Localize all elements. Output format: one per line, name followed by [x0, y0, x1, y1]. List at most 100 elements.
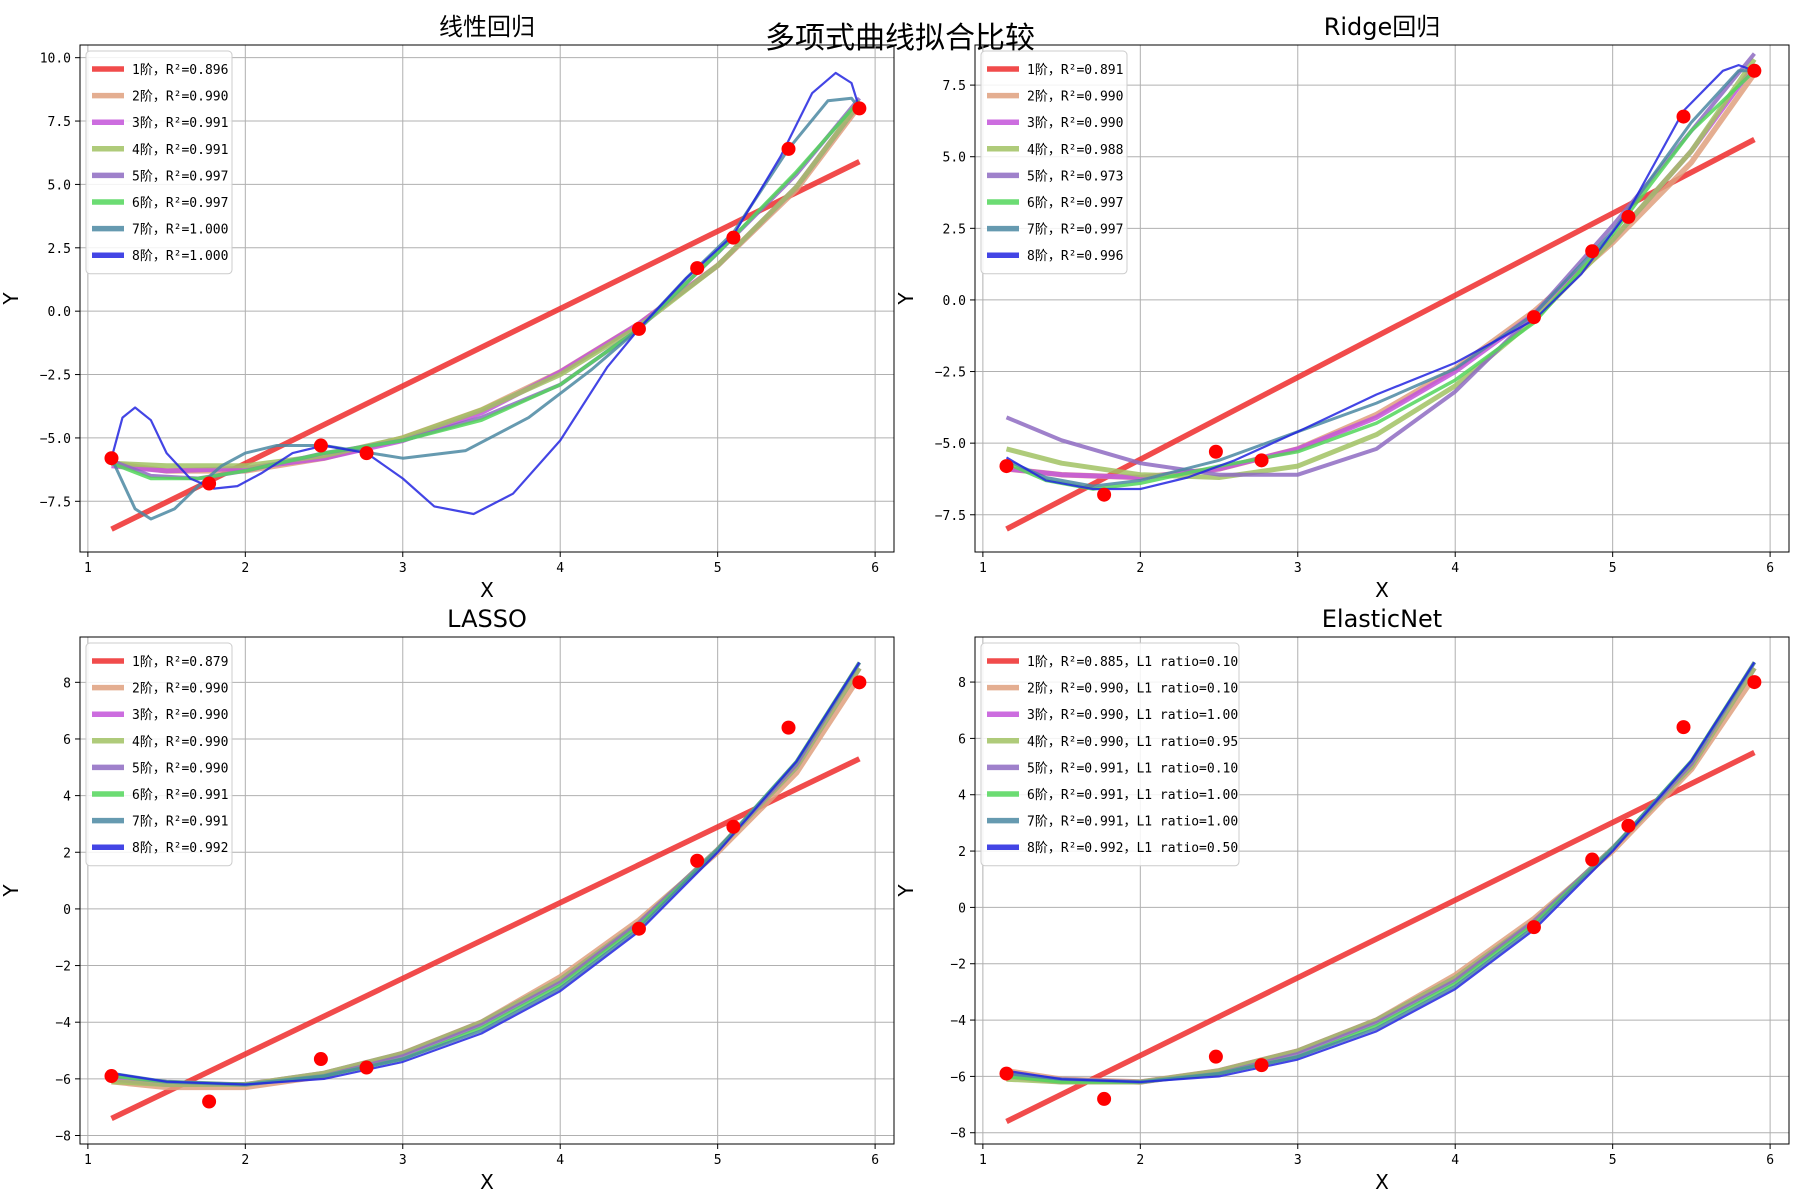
legend-box [85, 50, 233, 275]
subplot-title: LASSO [447, 605, 527, 633]
data-point [104, 451, 119, 466]
data-point [1621, 209, 1636, 224]
x-tick-label: 2 [1136, 561, 1144, 576]
x-tick-label: 5 [1609, 1153, 1617, 1168]
legend-entry-label: 8阶，R²=0.992，L1 ratio=0.50 [1027, 841, 1238, 856]
y-tick-label: 0.0 [48, 305, 71, 320]
x-tick-label: 3 [399, 1153, 407, 1168]
data-point [202, 476, 217, 491]
axes-frame [79, 44, 895, 553]
series-line-8 [1005, 63, 1755, 491]
y-tick-label: −8 [950, 1127, 966, 1142]
axes-frame [79, 636, 895, 1145]
data-point [202, 1094, 217, 1109]
y-tick-label: −2 [950, 958, 966, 973]
x-tick-label: 2 [241, 561, 249, 576]
figure-title: 多项式曲线拟合比较 [765, 21, 1035, 56]
legend-entry-label: 7阶，R²=0.991 [132, 815, 228, 830]
data-point [1097, 487, 1112, 502]
y-tick-label: 2.5 [943, 222, 966, 237]
data-point [781, 720, 796, 735]
data-point [781, 141, 796, 156]
legend-entry-label: 4阶，R²=0.991 [132, 143, 228, 158]
legend-entry-label: 4阶，R²=0.990 [132, 735, 228, 750]
legend-entry-label: 1阶，R²=0.896 [132, 63, 228, 78]
series-line-1 [110, 756, 861, 1121]
subplot-1: 1 2 3 4 5 6 −7.5 −5.0 −2.5 0.0 2.5 5.0 7.5 10.0 线性回归 X Y… [0, 13, 895, 602]
legend-entry-label: 7阶，R²=0.997 [1027, 223, 1123, 238]
data-point [313, 438, 328, 453]
y-tick-label: −2 [55, 960, 71, 975]
legend-entry-label: 7阶，R²=0.991，L1 ratio=1.00 [1027, 815, 1238, 830]
y-tick-label: −2.5 [935, 366, 966, 381]
data-points [104, 675, 867, 1109]
legend-entry-label: 1阶，R²=0.885，L1 ratio=0.10 [1027, 655, 1238, 670]
data-point [1526, 310, 1541, 325]
x-tick-label: 4 [556, 1153, 564, 1168]
data-point [1526, 920, 1541, 935]
y-tick-label: 4 [958, 789, 966, 804]
x-axis-label: X [480, 1170, 494, 1194]
legend-entry-label: 1阶，R²=0.891 [1027, 63, 1123, 78]
data-points [999, 675, 1762, 1106]
y-tick-label: −5.0 [40, 432, 71, 447]
subplot-title: 线性回归 [439, 13, 535, 41]
y-tick-label: 2 [63, 846, 71, 861]
subplot-grid: 1 2 3 4 5 6−7.5−5.0−2.50.02.55.07.510.0线性回归XY… [0, 13, 1790, 1194]
x-tick-label: 1 [979, 561, 987, 576]
ticks: 1 2 3 4 5 6 −8 −6 −4 −2 0 2 4 6 8 [55, 676, 879, 1168]
legend-entry-label: 7阶，R²=1.000 [132, 223, 228, 238]
legend-entry-label: 8阶，R²=1.000 [132, 249, 228, 264]
y-tick-label: 0.0 [943, 294, 966, 309]
data-point [1208, 1049, 1223, 1064]
data-point [1621, 818, 1636, 833]
y-tick-label: 10.0 [40, 52, 71, 67]
x-tick-label: 2 [241, 1153, 249, 1168]
legend-entry-label: 1阶，R²=0.879 [132, 655, 228, 670]
ticks: 1 2 3 4 5 6 −8 −6 −4 −2 0 2 4 6 8 [950, 676, 1774, 1168]
axes-frame [974, 44, 1790, 553]
data-point [1585, 852, 1600, 867]
y-axis-label: Y [894, 292, 918, 306]
x-tick-label: 1 [84, 1153, 92, 1168]
y-tick-label: −7.5 [935, 509, 966, 524]
y-axis-label: Y [0, 884, 23, 898]
data-point [690, 853, 705, 868]
data-points [104, 101, 867, 491]
legend-entry-label: 8阶，R²=0.992 [132, 841, 228, 856]
legend-box [980, 50, 1128, 275]
x-tick-label: 5 [1609, 561, 1617, 576]
legend-entry-label: 6阶，R²=0.991 [132, 788, 228, 803]
series-line-1 [1005, 750, 1756, 1124]
data-point [359, 446, 374, 461]
data-point [359, 1060, 374, 1075]
legend: 1阶，R²=0.879 2阶，R²=0.990 3阶，R²=0.990 4阶，R²=0… [85, 642, 233, 867]
y-tick-label: −5.0 [935, 437, 966, 452]
data-point [1747, 675, 1762, 690]
data-points [999, 63, 1762, 502]
x-tick-label: 5 [714, 561, 722, 576]
y-tick-label: 7.5 [48, 115, 71, 130]
series-line-7 [1005, 69, 1755, 488]
legend-entry-label: 8阶，R²=0.996 [1027, 249, 1123, 264]
legend-entry-label: 5阶，R²=0.991，L1 ratio=0.10 [1027, 761, 1238, 776]
legend-entry-label: 4阶，R²=0.988 [1027, 143, 1123, 158]
y-tick-label: 0 [958, 901, 966, 916]
series-group [110, 661, 862, 1121]
legend: 1阶，R²=0.885，L1 ratio=0.10 2阶，R²=0.990，L1 … [980, 642, 1240, 867]
legend-entry-label: 3阶，R²=0.990，L1 ratio=1.00 [1027, 708, 1238, 723]
data-point [1676, 720, 1691, 735]
subplot-3: 1 2 3 4 5 6 −8 −6 −4 −2 0 2 4 6 8 LASSO X Y 1阶，R²=0.879 2阶，… [0, 605, 895, 1194]
ticks: 1 2 3 4 5 6 −7.5 −5.0 −2.5 0.0 2.5 5.0 7.5 [935, 79, 1774, 576]
legend-entry-label: 3阶，R²=0.991 [132, 116, 228, 131]
data-point [631, 321, 646, 336]
y-tick-label: −4 [950, 1014, 966, 1029]
x-axis-label: X [1375, 1170, 1389, 1194]
data-point [1097, 1091, 1112, 1106]
x-tick-label: 3 [1294, 561, 1302, 576]
data-point [852, 675, 867, 690]
subplot-title: Ridge回归 [1324, 13, 1441, 41]
legend-entry-label: 5阶，R²=0.973 [1027, 169, 1123, 184]
